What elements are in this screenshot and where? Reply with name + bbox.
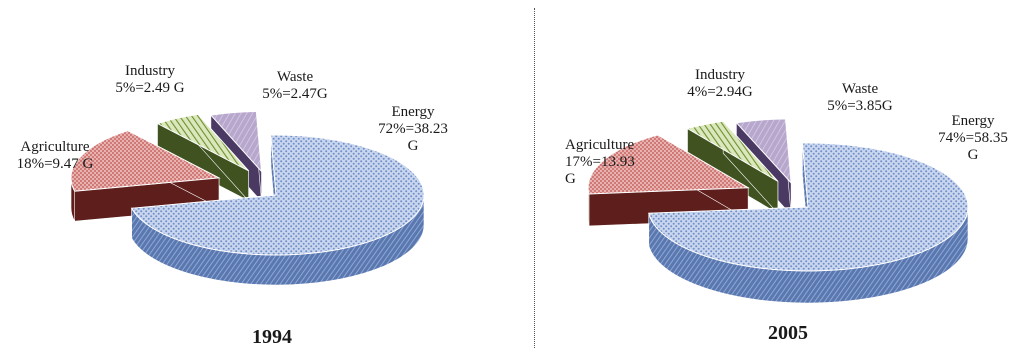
pie-2005 [587, 118, 969, 304]
year-label-2005: 2005 [768, 322, 808, 344]
label-waste-1994: Waste 5%=2.47G [262, 69, 328, 102]
slice-industry-2005 [686, 120, 779, 215]
label-waste-2005: Waste 5%=3.85G [827, 81, 893, 114]
panel-divider [534, 8, 535, 348]
slice-energy-1994 [130, 134, 425, 286]
slice-top [130, 134, 425, 256]
label-agriculture-2005: Agriculture 17%=13.93 G [565, 137, 635, 187]
pies-group [70, 110, 969, 304]
slice-agriculture-2005 [587, 134, 750, 227]
year-label-1994: 1994 [252, 326, 292, 348]
label-industry-2005: Industry 4%=2.94G [687, 67, 753, 100]
slice-top [70, 130, 221, 192]
label-agriculture-1994: Agriculture 18%=9.47 G [16, 139, 94, 172]
label-energy-1994: Energy 72%=38.23 G [378, 104, 448, 154]
pie-1994 [70, 110, 425, 286]
slice-top [686, 120, 779, 182]
slice-industry-1994 [156, 113, 249, 202]
slice-top [587, 134, 750, 195]
slice-top [648, 142, 969, 272]
slice-top [209, 110, 263, 173]
label-energy-2005: Energy 74%=58.35 G [938, 113, 1008, 163]
slice-energy-2005 [648, 142, 969, 304]
slice-top [156, 113, 249, 172]
slice-top [735, 118, 792, 185]
label-industry-1994: Industry 5%=2.49 G [115, 63, 185, 96]
